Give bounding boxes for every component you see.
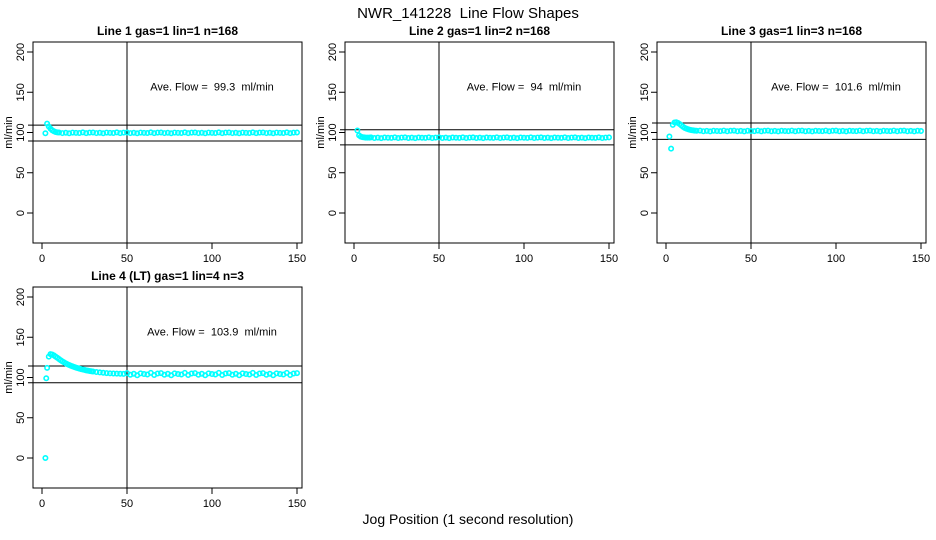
plot-area-3: 0 50 100 150 0 50 100 150 200 ml/min Ave. Flow = 1… xyxy=(627,41,930,265)
plot-box xyxy=(344,41,615,244)
x-tick-label: 100 xyxy=(203,498,221,510)
x-axis: 0 50 100 150 xyxy=(351,243,618,265)
x-tick-label: 50 xyxy=(433,253,445,265)
y-tick-label: 200 xyxy=(639,43,651,61)
panel-1: Line 1 gas=1 lin=1 n=168 0 50 100 150 0 50 100 1… xyxy=(0,0,312,270)
y-axis-title: ml/min xyxy=(315,116,327,148)
x-tick-label: 100 xyxy=(203,253,221,265)
plot-box xyxy=(32,286,303,489)
panel-title: Line 1 gas=1 lin=1 n=168 xyxy=(96,24,239,38)
x-tick-label: 100 xyxy=(827,253,845,265)
y-tick-label: 50 xyxy=(639,167,651,179)
x-axis: 0 50 100 150 xyxy=(39,243,306,265)
ave-flow-annotation: Ave. Flow = 99.3 ml/min xyxy=(150,82,274,94)
panel-title: Line 2 gas=1 lin=2 n=168 xyxy=(408,24,551,38)
data-points xyxy=(666,119,924,152)
y-tick-label: 200 xyxy=(327,43,339,61)
y-axis-title: ml/min xyxy=(3,361,15,393)
plot-area-2: 0 50 100 150 0 50 100 150 200 ml/min Ave. Flow = 9… xyxy=(315,41,618,265)
y-tick-label: 0 xyxy=(327,210,339,216)
y-tick-label: 100 xyxy=(639,123,651,141)
y-tick-label: 150 xyxy=(15,328,27,346)
y-axis-title: ml/min xyxy=(627,116,639,148)
plot-box xyxy=(32,41,303,244)
y-tick-label: 100 xyxy=(327,123,339,141)
data-points xyxy=(42,351,300,462)
y-tick-label: 0 xyxy=(15,210,27,216)
y-tick-label: 200 xyxy=(15,43,27,61)
x-axis: 0 50 100 150 xyxy=(663,243,930,265)
x-tick-label: 0 xyxy=(39,253,45,265)
data-points xyxy=(354,127,612,142)
y-tick-label: 100 xyxy=(15,368,27,386)
y-tick-label: 50 xyxy=(15,412,27,424)
x-tick-label: 150 xyxy=(912,253,930,265)
panel-title: Line 4 (LT) gas=1 lin=4 n=3 xyxy=(91,269,244,283)
panel-4: Line 4 (LT) gas=1 lin=4 n=3 0 50 100 150 0 50 1… xyxy=(0,245,312,515)
ave-flow-annotation: Ave. Flow = 101.6 ml/min xyxy=(771,82,901,94)
panel-3: Line 3 gas=1 lin=3 n=168 0 50 100 150 0 50 100 1… xyxy=(624,0,936,270)
y-tick-label: 0 xyxy=(639,210,651,216)
y-axis-title: ml/min xyxy=(3,116,15,148)
y-tick-label: 50 xyxy=(327,167,339,179)
panels-grid: Line 1 gas=1 lin=1 n=168 0 50 100 150 0 50 100 1… xyxy=(0,0,936,515)
y-tick-label: 0 xyxy=(15,455,27,461)
x-tick-label: 150 xyxy=(288,253,306,265)
y-axis: 0 50 100 150 200 xyxy=(15,288,33,461)
y-tick-label: 100 xyxy=(15,123,27,141)
x-tick-label: 50 xyxy=(121,253,133,265)
y-tick-label: 150 xyxy=(639,83,651,101)
x-axis: 0 50 100 150 xyxy=(39,488,306,510)
x-tick-label: 0 xyxy=(39,498,45,510)
x-tick-label: 150 xyxy=(288,498,306,510)
main-title: NWR_141228 Line Flow Shapes xyxy=(357,5,579,22)
x-tick-label: 50 xyxy=(121,498,133,510)
y-tick-label: 150 xyxy=(15,83,27,101)
panel-title: Line 3 gas=1 lin=3 n=168 xyxy=(720,24,863,38)
ave-flow-annotation: Ave. Flow = 103.9 ml/min xyxy=(147,327,277,339)
x-tick-label: 100 xyxy=(515,253,533,265)
x-tick-label: 150 xyxy=(600,253,618,265)
y-axis: 0 50 100 150 200 xyxy=(639,43,657,216)
y-tick-label: 200 xyxy=(15,288,27,306)
ave-flow-annotation: Ave. Flow = 94 ml/min xyxy=(467,82,581,94)
y-tick-label: 150 xyxy=(327,83,339,101)
x-tick-label: 0 xyxy=(351,253,357,265)
data-points xyxy=(42,120,300,137)
panel-2: Line 2 gas=1 lin=2 n=168 0 50 100 150 0 50 100 1… xyxy=(312,0,624,270)
x-tick-label: 0 xyxy=(663,253,669,265)
plot-area-4: 0 50 100 150 0 50 100 150 200 ml/min Ave. Flow = 1… xyxy=(3,286,306,510)
y-axis: 0 50 100 150 200 xyxy=(15,43,33,216)
plot-box xyxy=(656,41,927,244)
y-axis: 0 50 100 150 200 xyxy=(327,43,345,216)
plot-area-1: 0 50 100 150 0 50 100 150 200 ml/min Ave. Flow = 9… xyxy=(3,41,306,265)
x-axis-label: Jog Position (1 second resolution) xyxy=(362,511,574,527)
x-tick-label: 50 xyxy=(745,253,757,265)
y-tick-label: 50 xyxy=(15,167,27,179)
